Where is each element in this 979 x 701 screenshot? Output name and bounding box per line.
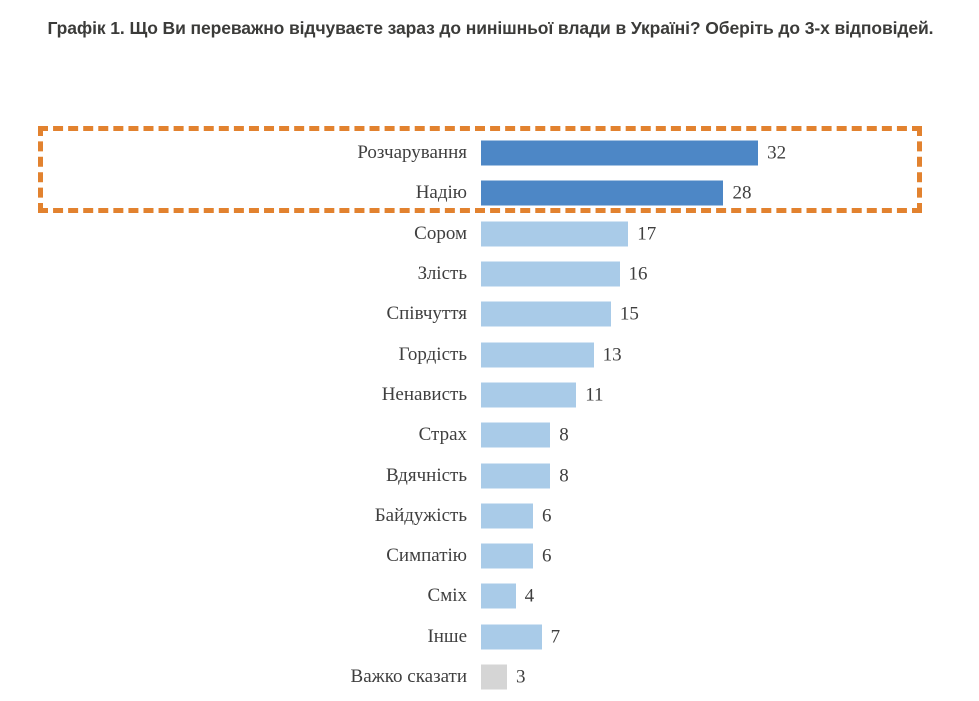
bar bbox=[481, 221, 629, 247]
bar-category-label: Важко сказати bbox=[350, 666, 467, 688]
bar-value-label: 4 bbox=[524, 585, 535, 607]
bar-category-label: Страх bbox=[418, 424, 467, 446]
bar-row: Сміх 4 bbox=[0, 576, 979, 616]
bar-category-label: Інше bbox=[427, 625, 467, 647]
bar-category-label: Співчуття bbox=[386, 303, 467, 325]
bar-category-label: Ненависть bbox=[381, 383, 467, 405]
chart-plot-area: Розчарування 32 Надію 28 Сором 17 Злість 16 Спів… bbox=[0, 133, 979, 693]
bar-value-label: 32 bbox=[767, 142, 787, 164]
bar-track: 7 bbox=[481, 624, 561, 650]
bar-category-label: Сором bbox=[414, 222, 467, 244]
bar-track: 16 bbox=[481, 261, 648, 287]
bar bbox=[481, 140, 759, 166]
bar-value-label: 13 bbox=[602, 344, 622, 366]
bar bbox=[481, 583, 516, 609]
bar bbox=[481, 624, 542, 650]
bar-row: Вдячність 8 bbox=[0, 455, 979, 495]
bar-row: Важко сказати 3 bbox=[0, 657, 979, 697]
bar-value-label: 3 bbox=[515, 666, 526, 688]
bar-track: 32 bbox=[481, 140, 787, 166]
bar-track: 3 bbox=[481, 664, 526, 690]
bar bbox=[481, 382, 577, 408]
bar-value-label: 16 bbox=[628, 263, 648, 285]
bar bbox=[481, 503, 533, 529]
bar-value-label: 7 bbox=[550, 626, 561, 648]
bar bbox=[481, 463, 551, 489]
bar bbox=[481, 301, 611, 327]
bar-category-label: Вдячність bbox=[385, 464, 467, 486]
bar-track: 8 bbox=[481, 422, 569, 448]
bar-track: 11 bbox=[481, 382, 604, 408]
bar bbox=[481, 261, 620, 287]
bar-category-label: Сміх bbox=[427, 585, 467, 607]
bar-row: Гордість 13 bbox=[0, 335, 979, 375]
bar-value-label: 8 bbox=[559, 465, 569, 487]
bar-category-label: Розчарування bbox=[357, 142, 467, 164]
bar-value-label: 6 bbox=[541, 505, 552, 527]
bar bbox=[481, 180, 724, 206]
bar-value-label: 17 bbox=[637, 223, 657, 245]
bar bbox=[481, 543, 533, 569]
bar-row: Сором 17 bbox=[0, 214, 979, 254]
bar-track: 6 bbox=[481, 503, 552, 529]
bar-track: 6 bbox=[481, 543, 552, 569]
bar-value-label: 15 bbox=[619, 303, 639, 325]
bar-value-label: 6 bbox=[541, 545, 552, 567]
bar-value-label: 11 bbox=[585, 384, 604, 406]
bar-row: Байдужість 6 bbox=[0, 496, 979, 536]
bar-row: Інше 7 bbox=[0, 617, 979, 657]
bar bbox=[481, 422, 551, 448]
bar-value-label: 28 bbox=[732, 182, 752, 204]
bar-category-label: Байдужість bbox=[374, 504, 467, 526]
bar-track: 28 bbox=[481, 180, 752, 206]
bar-row: Надію 28 bbox=[0, 173, 979, 213]
bar-row: Розчарування 32 bbox=[0, 133, 979, 173]
bar-row: Ненависть 11 bbox=[0, 375, 979, 415]
bar-value-label: 8 bbox=[559, 424, 569, 446]
bar-track: 13 bbox=[481, 342, 622, 368]
bar-row: Страх 8 bbox=[0, 415, 979, 455]
bar bbox=[481, 664, 507, 690]
bar-category-label: Надію bbox=[415, 182, 467, 204]
bar-track: 8 bbox=[481, 463, 569, 489]
bar-category-label: Злість bbox=[417, 263, 467, 285]
chart-title: Графік 1. Що Ви переважно відчуваєте зар… bbox=[47, 18, 934, 38]
bar-track: 4 bbox=[481, 583, 535, 609]
bar-row: Злість 16 bbox=[0, 254, 979, 294]
bar-row: Симпатію 6 bbox=[0, 536, 979, 576]
bar-category-label: Симпатію bbox=[386, 545, 467, 567]
bar-category-label: Гордість bbox=[398, 343, 467, 365]
bar bbox=[481, 342, 594, 368]
bar-row: Співчуття 15 bbox=[0, 294, 979, 334]
bar-track: 15 bbox=[481, 301, 639, 327]
bar-track: 17 bbox=[481, 221, 657, 247]
